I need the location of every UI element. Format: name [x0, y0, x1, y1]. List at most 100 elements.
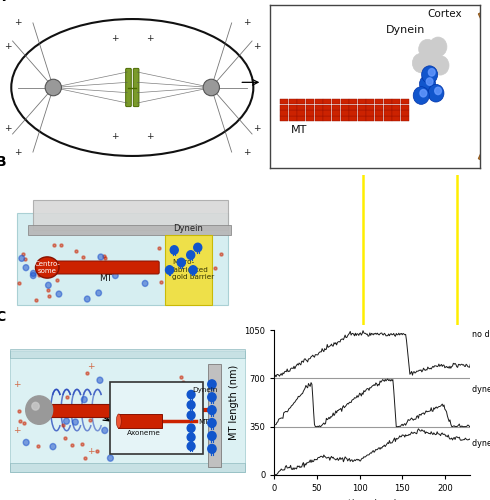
Polygon shape: [28, 225, 231, 235]
Circle shape: [189, 266, 197, 274]
Text: MT: MT: [198, 420, 209, 426]
Circle shape: [170, 246, 178, 254]
Circle shape: [75, 406, 81, 412]
Bar: [375, 99, 383, 104]
Circle shape: [187, 424, 195, 432]
Text: +: +: [87, 447, 95, 456]
Circle shape: [64, 418, 70, 424]
Circle shape: [208, 380, 216, 388]
Bar: [367, 110, 374, 116]
Bar: [323, 105, 331, 110]
Bar: [375, 105, 383, 110]
Bar: [306, 116, 314, 121]
Text: +: +: [13, 426, 21, 436]
Bar: [289, 99, 296, 104]
Bar: [384, 110, 392, 116]
Polygon shape: [165, 235, 212, 305]
Text: +: +: [147, 34, 154, 43]
Ellipse shape: [48, 404, 53, 416]
Circle shape: [419, 75, 436, 93]
FancyBboxPatch shape: [133, 68, 139, 106]
Circle shape: [56, 291, 62, 297]
Text: Dynein, Multi: Dynein, Multi: [387, 309, 442, 318]
Text: MT: MT: [291, 124, 307, 134]
Text: +: +: [243, 18, 251, 28]
Bar: [315, 110, 322, 116]
Circle shape: [208, 406, 216, 414]
Bar: [367, 99, 374, 104]
Bar: [297, 105, 305, 110]
Bar: [349, 110, 357, 116]
Text: A: A: [0, 0, 5, 4]
Polygon shape: [478, 5, 490, 168]
Bar: [323, 110, 331, 116]
Circle shape: [121, 436, 127, 442]
Bar: [367, 116, 374, 121]
Circle shape: [32, 402, 39, 410]
Bar: [10, 463, 245, 472]
Circle shape: [30, 272, 36, 278]
Circle shape: [413, 86, 429, 104]
Text: dynein, no ATP: dynein, no ATP: [472, 438, 490, 448]
Bar: [341, 99, 348, 104]
Text: +: +: [253, 42, 261, 50]
Polygon shape: [17, 212, 228, 305]
Bar: [315, 105, 322, 110]
Text: no dynein: no dynein: [472, 330, 490, 338]
Circle shape: [418, 40, 437, 59]
Circle shape: [187, 401, 195, 409]
Circle shape: [46, 282, 51, 288]
Text: +: +: [14, 148, 22, 156]
Bar: [315, 99, 322, 104]
Bar: [392, 110, 400, 116]
Circle shape: [290, 238, 303, 252]
Circle shape: [203, 79, 220, 96]
Bar: [392, 99, 400, 104]
Bar: [349, 99, 357, 104]
Bar: [349, 105, 357, 110]
Bar: [341, 110, 348, 116]
Bar: [280, 116, 288, 121]
Circle shape: [407, 238, 421, 252]
Bar: [375, 110, 383, 116]
Bar: [323, 99, 331, 104]
Circle shape: [187, 442, 195, 450]
Bar: [289, 116, 296, 121]
Bar: [280, 99, 288, 104]
Circle shape: [144, 388, 149, 395]
Bar: [384, 99, 392, 104]
Circle shape: [19, 256, 24, 262]
Bar: [306, 110, 314, 116]
Bar: [49, 404, 162, 416]
Text: +: +: [4, 124, 11, 134]
Ellipse shape: [35, 257, 59, 278]
Bar: [349, 116, 357, 121]
Circle shape: [73, 419, 78, 425]
Bar: [384, 116, 392, 121]
Bar: [401, 105, 409, 110]
Text: +: +: [111, 132, 118, 141]
Text: dynein, with ATP: dynein, with ATP: [472, 385, 490, 394]
Text: +: +: [13, 380, 21, 389]
Polygon shape: [10, 350, 245, 472]
Bar: [306, 99, 314, 104]
Bar: [401, 116, 409, 121]
Text: +: +: [14, 18, 22, 28]
Bar: [375, 116, 383, 121]
Bar: [110, 382, 203, 454]
Bar: [358, 116, 366, 121]
Bar: [358, 105, 366, 110]
Circle shape: [428, 84, 444, 102]
Circle shape: [108, 266, 114, 272]
Circle shape: [426, 78, 433, 86]
Bar: [306, 105, 314, 110]
Text: +: +: [147, 132, 154, 141]
Circle shape: [187, 411, 195, 420]
Text: Axoneme: Axoneme: [127, 430, 161, 436]
Bar: [358, 110, 366, 116]
Circle shape: [187, 390, 195, 398]
Text: +: +: [87, 362, 95, 371]
Ellipse shape: [117, 414, 122, 428]
Circle shape: [429, 37, 447, 56]
Text: Dynein: Dynein: [193, 387, 218, 393]
